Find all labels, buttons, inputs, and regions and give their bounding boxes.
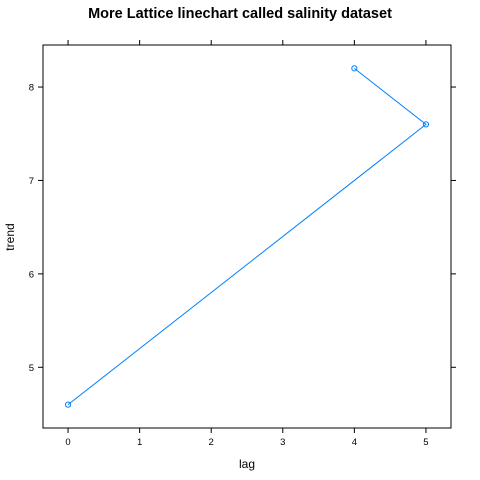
x-tick-label: 4 [352, 437, 357, 448]
plot-frame [42, 44, 452, 429]
axis-ticks: 0 1 2 3 4 5 5 6 7 8 [29, 40, 456, 448]
x-tick-label: 1 [137, 437, 142, 448]
x-tick-label: 5 [423, 437, 428, 448]
y-tick-label: 6 [29, 269, 34, 280]
data-point [64, 401, 72, 408]
x-tick-label: 2 [209, 437, 214, 448]
series-line-group [64, 65, 430, 408]
x-axis-label: lag [239, 457, 255, 471]
y-tick-label: 5 [29, 363, 34, 374]
chart-title: More Lattice linechart called salinity d… [88, 6, 392, 22]
x-tick-label: 0 [65, 437, 70, 448]
y-tick-label: 8 [29, 83, 34, 94]
x-tick-label: 3 [280, 437, 285, 448]
y-axis-label: trend [3, 223, 17, 250]
data-point [351, 65, 358, 72]
series-line [67, 67, 427, 406]
y-tick-label: 7 [29, 176, 34, 187]
data-point [422, 121, 430, 128]
